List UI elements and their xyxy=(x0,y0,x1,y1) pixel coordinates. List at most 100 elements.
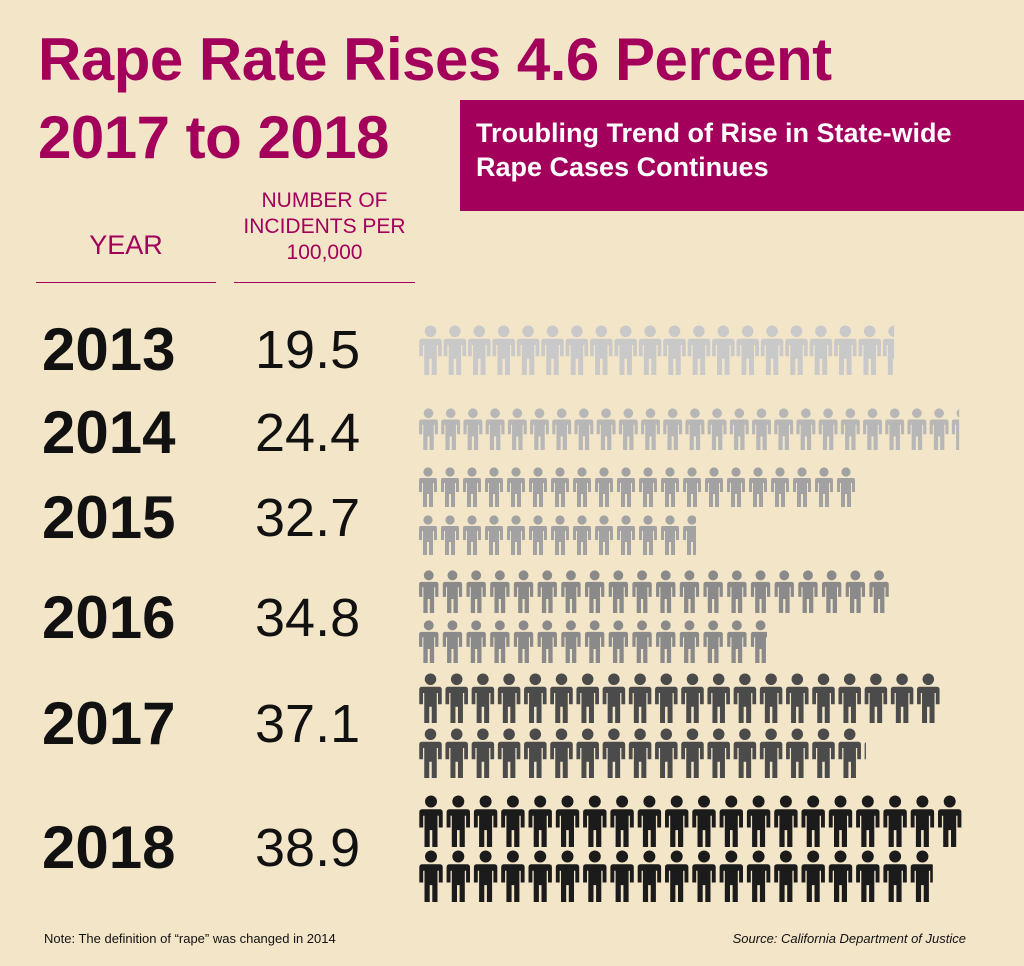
person-icon xyxy=(838,673,861,723)
person-icon xyxy=(466,570,486,613)
person-icon xyxy=(655,728,678,778)
person-icon xyxy=(530,408,549,450)
person-icon xyxy=(513,620,534,663)
title-line-1: Rape Rate Rises 4.6 Percent xyxy=(38,26,832,93)
person-icon xyxy=(524,673,547,723)
person-icon xyxy=(463,467,481,507)
person-icon xyxy=(632,620,652,663)
person-icon xyxy=(419,408,438,450)
person-icon xyxy=(639,467,657,507)
person-icon xyxy=(828,850,853,902)
person-icon xyxy=(485,467,503,507)
person-icon xyxy=(938,795,962,847)
title-line-2: 2017 to 2018 xyxy=(38,104,389,171)
person-icon xyxy=(703,570,723,613)
person-icon xyxy=(703,620,723,663)
person-icon xyxy=(750,620,767,664)
person-icon xyxy=(419,728,442,778)
year-label: 2014 xyxy=(42,399,176,466)
person-icon xyxy=(507,408,527,450)
person-icon xyxy=(856,850,880,902)
person-icon xyxy=(555,850,580,902)
person-icon xyxy=(641,408,660,450)
source-credit: Source: California Department of Justice xyxy=(732,931,966,946)
value-header-rule xyxy=(234,282,415,283)
person-icon xyxy=(628,673,652,723)
person-icon xyxy=(637,795,662,847)
person-icon xyxy=(798,570,818,613)
person-icon xyxy=(419,620,439,663)
person-icon xyxy=(419,673,442,723)
person-icon xyxy=(951,408,960,450)
person-icon xyxy=(837,467,855,507)
person-icon xyxy=(683,515,696,555)
person-icon xyxy=(809,325,833,375)
person-icon xyxy=(679,570,700,613)
value-label: 19.5 xyxy=(255,320,361,380)
person-icon xyxy=(596,408,616,450)
value-label: 24.4 xyxy=(255,403,361,463)
person-icon xyxy=(507,515,525,555)
person-icon xyxy=(602,728,626,778)
person-icon xyxy=(801,795,825,847)
person-icon xyxy=(501,795,525,847)
person-icon xyxy=(759,728,783,778)
person-icon xyxy=(419,467,437,507)
person-icon xyxy=(490,570,510,613)
person-icon xyxy=(864,742,866,760)
person-icon xyxy=(442,570,463,613)
person-icon xyxy=(863,408,882,450)
person-icon xyxy=(821,570,842,613)
person-icon xyxy=(443,325,467,375)
person-icon xyxy=(705,467,723,507)
person-icon xyxy=(537,620,557,663)
person-icon xyxy=(473,850,498,902)
person-icon xyxy=(501,850,525,902)
person-icon xyxy=(419,850,443,902)
person-icon xyxy=(907,408,927,450)
person-icon xyxy=(910,795,935,847)
person-icon xyxy=(584,570,605,613)
person-icon xyxy=(602,673,626,723)
footnote: Note: The definition of “rape” was chang… xyxy=(44,931,336,946)
person-icon xyxy=(774,408,794,450)
person-icon xyxy=(687,325,711,375)
person-icon xyxy=(561,620,581,663)
person-icon xyxy=(692,850,716,902)
person-icon xyxy=(419,795,443,847)
person-icon xyxy=(573,467,591,507)
person-icon xyxy=(707,408,727,450)
person-icon xyxy=(890,673,914,723)
year-label: 2016 xyxy=(42,584,176,651)
person-icon xyxy=(719,850,743,902)
person-icon xyxy=(441,515,459,555)
person-icon xyxy=(637,850,662,902)
person-icon xyxy=(471,673,495,723)
person-icon xyxy=(537,570,557,613)
person-icon xyxy=(663,408,683,450)
person-icon xyxy=(882,325,895,375)
person-icon xyxy=(746,795,771,847)
person-icon xyxy=(441,408,461,450)
person-icon xyxy=(796,408,816,450)
person-icon xyxy=(617,515,635,555)
person-icon xyxy=(513,570,534,613)
person-icon xyxy=(774,850,798,902)
person-icon xyxy=(628,728,652,778)
person-icon xyxy=(550,673,573,723)
person-icon xyxy=(551,515,569,555)
person-icon xyxy=(727,467,745,507)
person-icon xyxy=(419,570,439,613)
person-icon xyxy=(576,728,599,778)
person-icon xyxy=(595,467,613,507)
person-icon xyxy=(771,467,789,507)
person-icon xyxy=(774,570,794,613)
person-icon xyxy=(793,467,811,507)
person-icon xyxy=(681,728,704,778)
person-icon xyxy=(617,467,635,507)
subtitle-banner: Troubling Trend of Rise in State-wide Ra… xyxy=(460,100,1024,211)
person-icon xyxy=(528,795,552,847)
person-icon xyxy=(445,673,468,723)
year-label: 2017 xyxy=(42,690,176,757)
